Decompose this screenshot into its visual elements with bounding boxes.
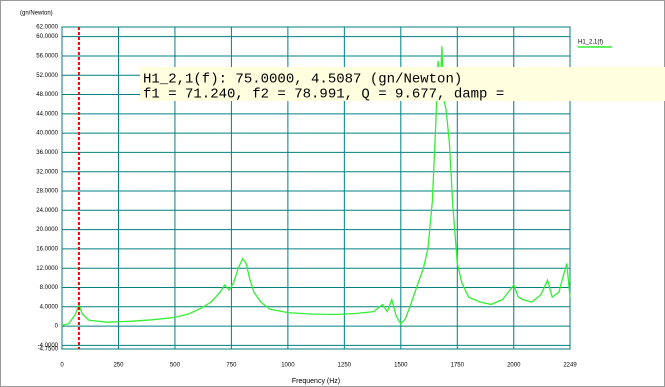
y-tick-label: 60.0000 xyxy=(36,34,58,40)
y-tick-label: 24.0000 xyxy=(36,208,58,214)
x-tick-label: 1750 xyxy=(451,363,465,369)
y-tick-label: 20.0000 xyxy=(36,227,58,233)
y-tick-label: 52.0000 xyxy=(36,73,58,79)
y-tick-label: 8.0000 xyxy=(40,285,59,291)
annotation-line: f1 = 71.240, f2 = 78.991, Q = 9.677, dam… xyxy=(143,87,504,103)
x-tick-label: 750 xyxy=(226,363,237,369)
marks xyxy=(61,27,571,349)
x-tick-label: 1250 xyxy=(338,363,352,369)
y-tick-label: 28.0000 xyxy=(36,189,58,195)
annotation-line: H1_2,1(f): 75.0000, 4.5087 (gn/Newton) xyxy=(143,72,462,88)
y-tick-label: 56.0000 xyxy=(36,54,58,60)
y-tick-label: 44.0000 xyxy=(36,111,58,117)
y-tick-label: 4.0000 xyxy=(40,304,59,310)
series-line xyxy=(61,46,571,326)
x-axis-label: Frequency (Hz) xyxy=(292,378,340,385)
x-tick-label: 0 xyxy=(60,363,64,369)
x-tick-label: 2249 xyxy=(563,363,577,369)
y-tick-label: 0 xyxy=(55,324,59,330)
y-tick-label: 32.0000 xyxy=(36,169,58,175)
legend-entry: H1_2,1(f) xyxy=(578,40,603,46)
y-unit: (gn/Newton) xyxy=(20,11,53,17)
y-tick-label: 62.0000 xyxy=(36,25,58,31)
y-tick-label: 12.0000 xyxy=(36,266,58,272)
x-tick-label: 500 xyxy=(170,363,181,369)
x-tick-label: 1500 xyxy=(394,363,408,369)
x-tick-label: 2000 xyxy=(507,363,521,369)
y-tick-label: 36.0000 xyxy=(36,150,58,156)
y-tick-label: -4.0000 xyxy=(38,343,59,349)
annotation-box xyxy=(140,67,665,101)
x-tick-label: 250 xyxy=(113,363,124,369)
y-tick-label: -4.7500 xyxy=(38,347,59,353)
x-tick-label: 1000 xyxy=(281,363,295,369)
y-tick-label: 48.0000 xyxy=(36,92,58,98)
y-tick-label: 16.0000 xyxy=(36,246,58,252)
y-tick-label: 40.0000 xyxy=(36,131,58,137)
